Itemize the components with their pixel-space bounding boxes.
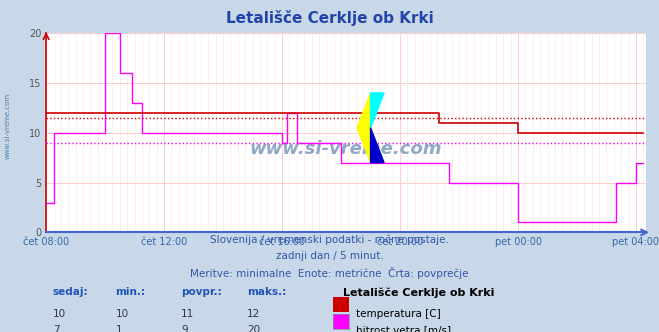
Text: 20: 20 [247, 325, 260, 332]
Text: Letališče Cerklje ob Krki: Letališče Cerklje ob Krki [225, 10, 434, 26]
Text: 12: 12 [247, 309, 260, 319]
Text: sedaj:: sedaj: [53, 287, 88, 297]
Text: maks.:: maks.: [247, 287, 287, 297]
Text: povpr.:: povpr.: [181, 287, 222, 297]
Text: 11: 11 [181, 309, 194, 319]
Polygon shape [357, 93, 370, 163]
Text: 10: 10 [115, 309, 129, 319]
Text: Letališče Cerklje ob Krki: Letališče Cerklje ob Krki [343, 287, 494, 298]
Text: 1: 1 [115, 325, 122, 332]
Text: Meritve: minimalne  Enote: metrične  Črta: povprečje: Meritve: minimalne Enote: metrične Črta:… [190, 267, 469, 279]
Text: 7: 7 [53, 325, 59, 332]
Polygon shape [370, 93, 384, 128]
Text: 9: 9 [181, 325, 188, 332]
Text: temperatura [C]: temperatura [C] [356, 309, 441, 319]
Text: Slovenija / vremenski podatki - ročne postaje.: Slovenija / vremenski podatki - ročne po… [210, 234, 449, 245]
Text: www.si-vreme.com: www.si-vreme.com [250, 140, 442, 158]
Text: zadnji dan / 5 minut.: zadnji dan / 5 minut. [275, 251, 384, 261]
Text: 10: 10 [53, 309, 66, 319]
Text: min.:: min.: [115, 287, 146, 297]
Text: www.si-vreme.com: www.si-vreme.com [5, 93, 11, 159]
Text: hitrost vetra [m/s]: hitrost vetra [m/s] [356, 325, 451, 332]
Polygon shape [370, 128, 384, 163]
